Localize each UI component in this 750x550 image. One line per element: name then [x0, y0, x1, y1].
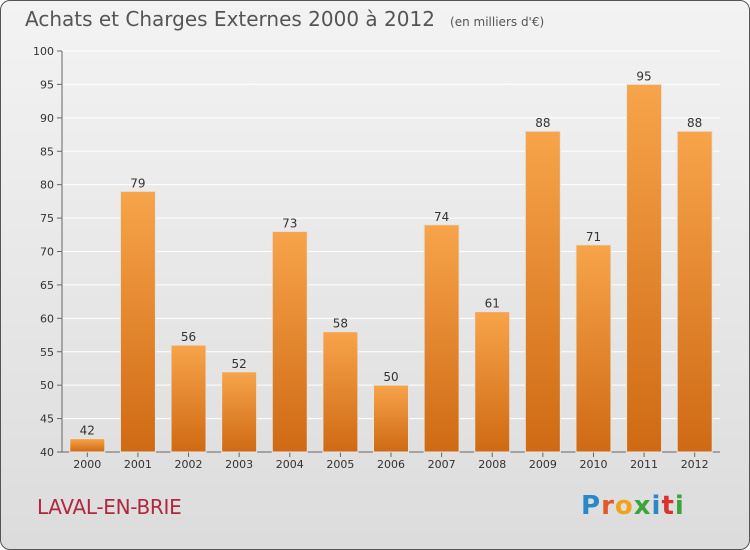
value-label: 88 [535, 116, 550, 130]
value-label: 88 [687, 116, 702, 130]
y-tick-label: 90 [40, 112, 54, 125]
label-layer: 42 79 56 52 73 58 50 74 61 88 71 95 88 [80, 69, 703, 437]
bar-layer [69, 83, 713, 453]
proxiti-logo[interactable]: Proxiti [581, 491, 685, 521]
x-tick-label: 2011 [630, 458, 658, 471]
bar-2009 [524, 130, 561, 453]
x-tick-label: 2000 [73, 458, 101, 471]
bar-2011 [626, 83, 663, 453]
bar-2002 [170, 344, 207, 453]
chart-subtitle: (en milliers d'€) [450, 15, 545, 29]
value-label: 52 [232, 357, 247, 371]
x-tick-label: 2001 [124, 458, 152, 471]
y-tick-label: 100 [33, 45, 54, 58]
bar-2003 [221, 371, 258, 453]
title-row: Achats et Charges Externes 2000 à 2012 (… [25, 7, 544, 31]
x-tick-label: 2003 [225, 458, 253, 471]
bar-2008 [474, 311, 511, 453]
bar-2012 [676, 130, 713, 453]
axis-layer: 40 45 50 55 60 65 70 75 80 85 90 95 100 2000 2001 2002 2… [33, 45, 720, 471]
y-tick-label: 80 [40, 179, 54, 192]
bar-2000 [69, 438, 106, 453]
y-tick-label: 60 [40, 312, 54, 325]
y-tick-label: 70 [40, 246, 54, 259]
bar-2004 [271, 230, 308, 453]
y-tick-label: 85 [40, 145, 54, 158]
value-label: 61 [485, 297, 500, 311]
x-tick-label: 2002 [175, 458, 203, 471]
value-label: 74 [434, 210, 449, 224]
x-tick-label: 2012 [681, 458, 709, 471]
y-tick-label: 55 [40, 346, 54, 359]
y-tick-label: 50 [40, 379, 54, 392]
value-label: 42 [80, 424, 95, 438]
x-tick-label: 2010 [579, 458, 607, 471]
bar-2006 [373, 384, 409, 453]
x-tick-label: 2005 [326, 458, 354, 471]
y-tick-label: 95 [40, 78, 54, 91]
y-tick-label: 65 [40, 279, 54, 292]
value-label: 71 [586, 230, 601, 244]
value-label: 56 [181, 330, 196, 344]
value-label: 79 [130, 176, 145, 190]
value-label: 50 [383, 370, 398, 384]
value-label: 73 [282, 216, 297, 230]
value-label: 58 [333, 317, 348, 331]
x-tick-label: 2008 [478, 458, 506, 471]
bar-2007 [423, 224, 460, 453]
x-tick-label: 2007 [428, 458, 456, 471]
y-tick-label: 40 [40, 446, 54, 459]
value-label: 95 [636, 69, 651, 83]
x-tick-label: 2004 [276, 458, 304, 471]
y-tick-label: 75 [40, 212, 54, 225]
city-name: LAVAL-EN-BRIE [37, 495, 182, 519]
bar-2001 [119, 190, 156, 453]
x-tick-label: 2006 [377, 458, 405, 471]
chart-title: Achats et Charges Externes 2000 à 2012 [25, 7, 435, 31]
y-tick-label: 45 [40, 413, 54, 426]
x-tick-label: 2009 [529, 458, 557, 471]
bar-2005 [322, 331, 359, 453]
bar-2010 [575, 244, 612, 453]
